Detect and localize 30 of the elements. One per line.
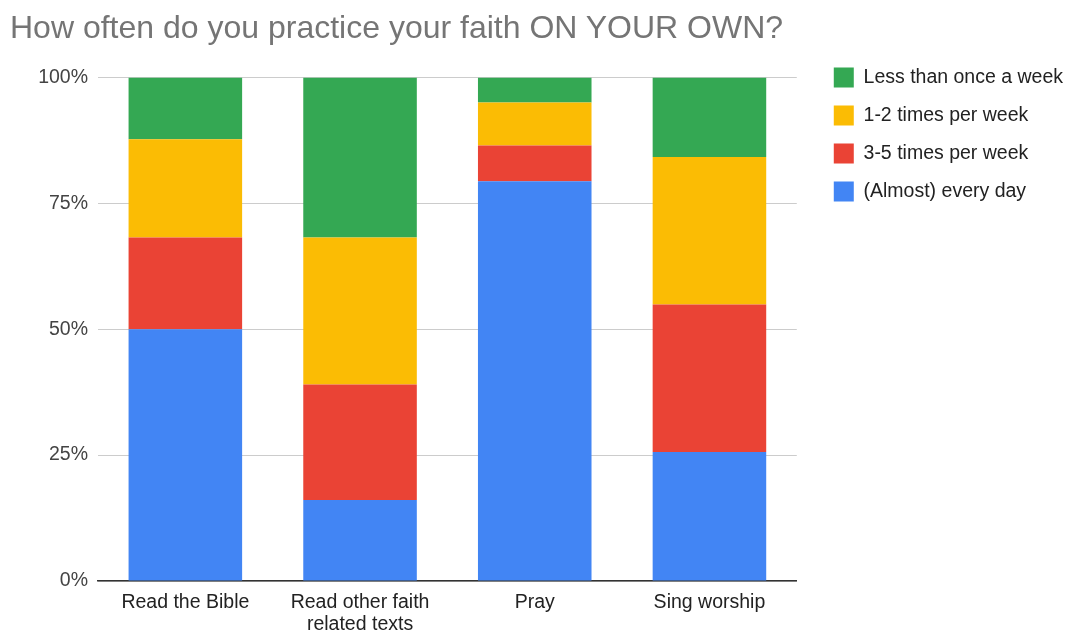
bar: [128, 77, 243, 140]
bar: [303, 499, 417, 581]
y-tick-label: 0%: [59, 568, 88, 591]
chart-title: How often do you practice your faith ON YOUR OWN?: [10, 9, 784, 46]
bar: [477, 145, 592, 182]
bar: [303, 77, 417, 238]
bar: [477, 77, 592, 103]
y-tick-label: 50%: [48, 316, 88, 339]
legend-label: Less than once a week: [863, 64, 1064, 87]
bar: [652, 304, 767, 453]
x-tick-label: Read other faith related texts: [290, 589, 430, 635]
bar: [128, 139, 243, 238]
bar: [128, 237, 243, 330]
bar: [652, 452, 767, 581]
bar: [652, 77, 767, 157]
bar: [128, 329, 243, 581]
legend-label: 1-2 times per week: [863, 102, 1029, 125]
y-tick-label: 75%: [48, 190, 88, 213]
bar: [652, 156, 767, 305]
bar: [303, 384, 417, 500]
x-tick-label: Pray: [514, 589, 556, 612]
bar: [477, 181, 592, 581]
x-tick-label: Sing worship: [653, 589, 766, 612]
legend-label: (Almost) every day: [863, 178, 1027, 201]
y-tick-label: 100%: [38, 64, 88, 87]
x-tick-label: Read the Bible: [121, 589, 250, 612]
legend-label: 3-5 times per week: [863, 140, 1029, 163]
y-tick-label: 25%: [48, 442, 88, 465]
bar: [303, 237, 417, 385]
bar: [477, 102, 592, 146]
